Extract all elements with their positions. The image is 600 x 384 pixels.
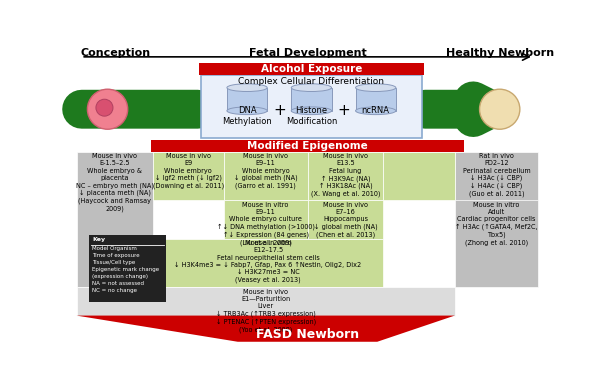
- Text: Key: Key: [92, 237, 105, 242]
- Text: Healthy Newborn: Healthy Newborn: [446, 48, 554, 58]
- Text: Modified Epigenome: Modified Epigenome: [247, 141, 368, 151]
- Bar: [224, 152, 308, 200]
- Text: Mouse in vivo
E9
Whole embryo
↓ Igf2 meth (↓ Igf2)
(Downing et al. 2011): Mouse in vivo E9 Whole embryo ↓ Igf2 met…: [152, 153, 224, 189]
- Text: Mouse in vitro
E12–17.5
Fetal neuroepithelial stem cells
↓ H3K4me3 = ↓ Fabp7, Gf: Mouse in vitro E12–17.5 Fetal neuroepith…: [175, 240, 362, 283]
- Ellipse shape: [479, 89, 520, 129]
- Text: Mouse in vivo
E13.5
Fetal lung
↑ H3K9Ac (NA)
↑ H3K18Ac (NA)
(X. Wang et al. 2010: Mouse in vivo E13.5 Fetal lung ↑ H3K9Ac …: [311, 153, 380, 197]
- Text: Mouse in vivo
E7–16
Hippocampus
↓ global meth (NA)
(Chen et al. 2013): Mouse in vivo E7–16 Hippocampus ↓ global…: [314, 202, 377, 238]
- Text: Rat in vivo
PD2–12
Perinatal cerebellum
↓ H3Ac (↓ CBP)
↓ H4Ac (↓ CBP)
(Guo et al: Rat in vivo PD2–12 Perinatal cerebellum …: [463, 153, 530, 197]
- Bar: [89, 235, 166, 302]
- Ellipse shape: [96, 99, 113, 116]
- Text: Mouse in vivo
E-1.5–2.5
Whole embryo &
placenta
NC – embryo meth (NA)
↓ placenta: Mouse in vivo E-1.5–2.5 Whole embryo & p…: [76, 153, 154, 212]
- Text: Alcohol Exposure: Alcohol Exposure: [260, 64, 362, 74]
- Ellipse shape: [356, 107, 396, 114]
- Bar: [455, 152, 538, 287]
- Text: Complex Cellular Differentiation: Complex Cellular Differentiation: [238, 77, 385, 86]
- Ellipse shape: [88, 89, 128, 129]
- Bar: [308, 200, 383, 238]
- Text: Mouse in vivo
E1—Parturition
Liver
↓ TRB3Ac (↑TRB3 expression)
↓ PTENAC (↑PTEN e: Mouse in vivo E1—Parturition Liver ↓ TRB…: [215, 289, 316, 333]
- Bar: [151, 140, 464, 152]
- Polygon shape: [77, 316, 455, 342]
- Ellipse shape: [227, 107, 267, 114]
- Ellipse shape: [356, 84, 396, 91]
- Bar: [455, 200, 538, 287]
- Text: Conception: Conception: [80, 48, 151, 58]
- Ellipse shape: [291, 107, 332, 114]
- Text: Mouse in vitro
E9–11
Whole embryo culture
↑↓ DNA methylation (>1000)
↑↓ Expressi: Mouse in vitro E9–11 Whole embryo cultur…: [217, 202, 314, 246]
- Text: Mouse in vivo
E9–11
Whole embryo
↓ global meth (NA)
(Garro et al. 1991): Mouse in vivo E9–11 Whole embryo ↓ globa…: [234, 153, 298, 189]
- Text: +: +: [338, 103, 350, 118]
- Bar: [356, 88, 396, 111]
- Bar: [152, 152, 224, 200]
- Text: +: +: [273, 103, 286, 118]
- Ellipse shape: [227, 84, 267, 91]
- Bar: [199, 63, 424, 74]
- Text: Mouse in vitro
Adult
Cardiac progenitor cells
↑ H3Ac (↑GATA4, Mef2C,
Tbx5)
(Zhon: Mouse in vitro Adult Cardiac progenitor …: [455, 202, 538, 245]
- Text: ncRNA: ncRNA: [362, 106, 390, 115]
- Bar: [227, 88, 267, 111]
- Text: Fetal Development: Fetal Development: [248, 48, 367, 58]
- Ellipse shape: [291, 84, 332, 91]
- Text: Histone
Modification: Histone Modification: [286, 106, 337, 126]
- Bar: [383, 152, 455, 200]
- Text: Model Organism
Time of exposure
Tissue/Cell type
Epigenetic mark change
(express: Model Organism Time of exposure Tissue/C…: [92, 246, 159, 293]
- Bar: [291, 88, 332, 111]
- Text: DNA
Methylation: DNA Methylation: [222, 106, 272, 126]
- Bar: [152, 238, 383, 287]
- Bar: [224, 200, 308, 238]
- Bar: [200, 74, 422, 138]
- Bar: [77, 152, 152, 287]
- Text: FASD Newborn: FASD Newborn: [256, 328, 359, 341]
- Bar: [308, 152, 383, 200]
- Bar: [77, 287, 455, 316]
